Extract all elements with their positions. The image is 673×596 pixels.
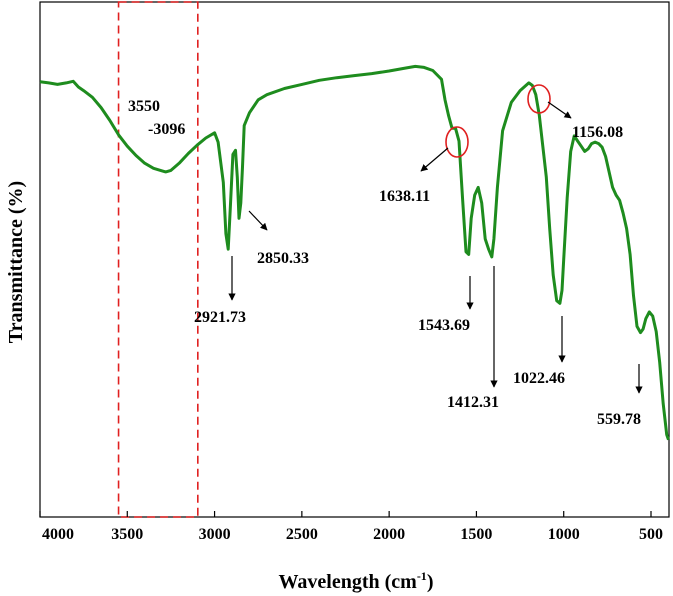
- x-tick-label: 1500: [460, 526, 492, 543]
- ann-559: 559.78: [597, 411, 641, 428]
- x-tick-label: 2500: [286, 526, 318, 543]
- x-tick-label: 1000: [548, 526, 580, 543]
- ann-1543: 1543.69: [418, 317, 470, 334]
- plot-frame: [39, 1, 670, 518]
- arrow-1156: [547, 101, 572, 119]
- x-axis-title: Wavelength (cm-1): [279, 569, 434, 593]
- x-tick-label: 3500: [111, 526, 143, 543]
- y-axis-title: Transmittance (%): [5, 181, 27, 343]
- ann-1638: 1638.11: [379, 188, 430, 205]
- ann-1156: 1156.08: [572, 124, 623, 141]
- x-tick-label: 500: [639, 526, 663, 543]
- ann-1412: 1412.31: [447, 394, 499, 411]
- circle-marker-1156: [527, 84, 551, 114]
- ann-2850: 2850.33: [257, 250, 309, 267]
- circle-marker-1638: [445, 126, 469, 158]
- arrow-1638: [420, 147, 449, 172]
- spectrum-line: [39, 64, 670, 441]
- x-tick-label: 4000: [42, 526, 74, 543]
- x-tick-label: 3000: [199, 526, 231, 543]
- ann-2921: 2921.73: [194, 309, 246, 326]
- arrow-2850: [248, 210, 268, 231]
- x-tick-label: 2000: [373, 526, 405, 543]
- highlight-region: [117, 1, 199, 518]
- ann-1022: 1022.46: [513, 370, 565, 387]
- x-axis-ticks: 4000 3500 3000 2500 2000 1500 1000 500: [39, 511, 663, 543]
- ann-3550: 3550: [128, 98, 160, 115]
- ann-3096: -3096: [148, 121, 185, 138]
